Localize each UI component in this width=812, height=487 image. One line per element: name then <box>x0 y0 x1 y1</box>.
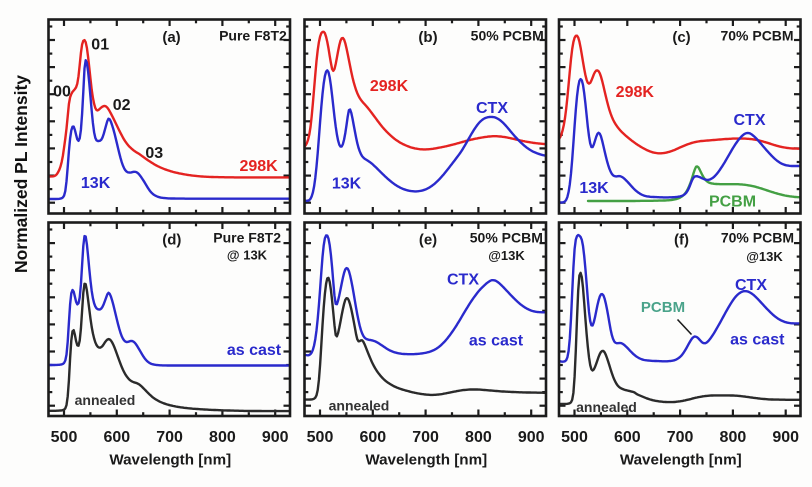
svg-text:600: 600 <box>103 429 130 446</box>
svg-text:70% PCBM: 70% PCBM <box>721 230 794 246</box>
svg-text:02: 02 <box>113 97 131 114</box>
svg-text:CTX: CTX <box>476 100 508 117</box>
svg-text:900: 900 <box>772 429 799 446</box>
svg-text:PCBM: PCBM <box>709 194 756 211</box>
svg-text:annealed: annealed <box>75 392 136 408</box>
svg-text:600: 600 <box>359 429 386 446</box>
svg-text:Wavelength [nm]: Wavelength [nm] <box>109 452 231 469</box>
svg-text:PCBM: PCBM <box>641 299 685 316</box>
svg-text:13K: 13K <box>81 175 111 192</box>
svg-text:01: 01 <box>91 37 109 54</box>
svg-text:03: 03 <box>145 145 163 162</box>
svg-text:500: 500 <box>561 429 588 446</box>
svg-text:800: 800 <box>720 429 747 446</box>
svg-text:298K: 298K <box>616 84 655 101</box>
svg-text:Wavelength [nm]: Wavelength [nm] <box>620 452 742 469</box>
svg-text:50% PCBM: 50% PCBM <box>471 27 544 43</box>
svg-text:600: 600 <box>614 429 641 446</box>
svg-text:Normalized PL Intensity: Normalized PL Intensity <box>11 75 31 273</box>
svg-text:800: 800 <box>209 429 236 446</box>
svg-text:as cast: as cast <box>730 332 785 349</box>
svg-text:500: 500 <box>51 429 78 446</box>
svg-text:annealed: annealed <box>329 398 390 414</box>
svg-text:(a): (a) <box>162 29 180 46</box>
svg-text:500: 500 <box>307 429 334 446</box>
svg-text:298K: 298K <box>239 158 278 175</box>
svg-text:13K: 13K <box>332 176 362 193</box>
svg-text:900: 900 <box>518 429 545 446</box>
svg-text:(f): (f) <box>674 232 689 249</box>
svg-text:@13K: @13K <box>488 248 525 263</box>
svg-text:(b): (b) <box>418 29 437 46</box>
svg-text:Wavelength [nm]: Wavelength [nm] <box>365 452 487 469</box>
svg-text:annealed: annealed <box>576 399 637 415</box>
svg-text:13K: 13K <box>579 180 609 197</box>
svg-text:(c): (c) <box>672 29 690 46</box>
svg-text:CTX: CTX <box>447 272 479 289</box>
svg-text:Pure F8T2: Pure F8T2 <box>219 27 287 43</box>
svg-text:Pure F8T2: Pure F8T2 <box>213 230 281 246</box>
svg-text:70% PCBM: 70% PCBM <box>720 27 793 43</box>
svg-text:00: 00 <box>53 84 71 101</box>
svg-text:@ 13K: @ 13K <box>227 247 268 262</box>
svg-text:CTX: CTX <box>735 277 767 294</box>
svg-text:298K: 298K <box>370 78 409 95</box>
svg-text:50% PCBM: 50% PCBM <box>470 230 543 246</box>
svg-text:@13K: @13K <box>746 249 783 264</box>
svg-text:as cast: as cast <box>469 333 524 350</box>
svg-text:as cast: as cast <box>227 342 282 359</box>
svg-text:700: 700 <box>667 429 694 446</box>
svg-text:900: 900 <box>262 429 289 446</box>
svg-text:(e): (e) <box>419 232 437 249</box>
svg-text:CTX: CTX <box>734 112 766 129</box>
svg-text:700: 700 <box>412 429 439 446</box>
svg-text:700: 700 <box>156 429 183 446</box>
svg-text:800: 800 <box>465 429 492 446</box>
svg-text:(d): (d) <box>162 232 181 249</box>
